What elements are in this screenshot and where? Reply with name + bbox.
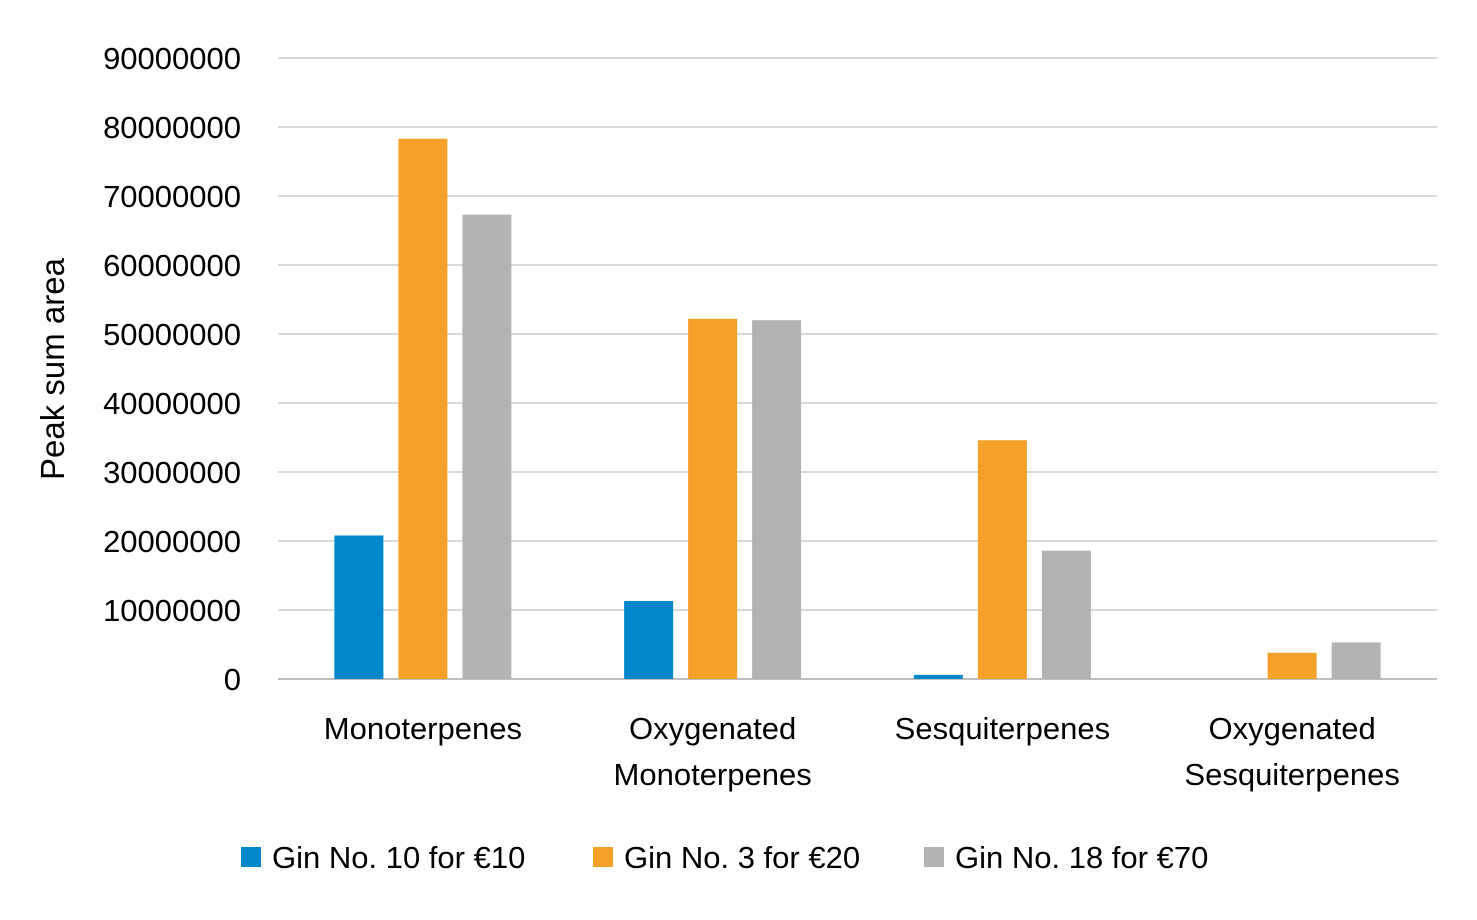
y-axis-ticks: 0 10000000 20000000 30000000 40000000 5000000…: [103, 41, 241, 697]
legend-label: Gin No. 18 for €70: [955, 840, 1208, 875]
y-axis-title: Peak sum area: [34, 257, 71, 480]
y-tick-label: 80000000: [103, 110, 241, 145]
bar: [688, 318, 738, 679]
bars: [334, 138, 1381, 680]
bar: [752, 320, 802, 679]
bar: [1331, 642, 1381, 679]
y-tick-label: 0: [224, 662, 241, 697]
y-tick-label: 90000000: [103, 41, 241, 76]
legend-label: Gin No. 10 for €10: [272, 840, 525, 875]
legend-item: Gin No. 3 for €20: [593, 840, 860, 875]
bar: [462, 214, 512, 679]
y-tick-label: 20000000: [103, 524, 241, 559]
bar: [913, 674, 963, 679]
legend-swatch: [593, 847, 613, 867]
y-tick-label: 70000000: [103, 179, 241, 214]
y-tick-label: 10000000: [103, 593, 241, 628]
legend-label: Gin No. 3 for €20: [624, 840, 860, 875]
y-tick-label: 40000000: [103, 386, 241, 421]
y-tick-label: 50000000: [103, 317, 241, 352]
legend-item: Gin No. 18 for €70: [924, 840, 1208, 875]
gridlines: [278, 57, 1437, 680]
legend-swatch: [241, 847, 261, 867]
x-category-label: Monoterpenes: [614, 757, 812, 792]
bar: [977, 440, 1027, 679]
x-axis-categories: Monoterpenes Oxygenated Monoterpenes Sesqui…: [324, 711, 1400, 792]
y-tick-label: 60000000: [103, 248, 241, 283]
x-category-label: Sesquiterpenes: [895, 711, 1110, 746]
x-category-label: Sesquiterpenes: [1184, 757, 1399, 792]
legend-swatch: [924, 847, 944, 867]
x-category-label: Monoterpenes: [324, 711, 522, 746]
y-tick-label: 30000000: [103, 455, 241, 490]
legend-item: Gin No. 10 for €10: [241, 840, 525, 875]
bar: [1267, 652, 1317, 679]
bar: [1041, 550, 1091, 679]
legend: Gin No. 10 for €10 Gin No. 3 for €20 Gin N…: [241, 840, 1208, 875]
bar: [398, 138, 448, 680]
x-category-label: Oxygenated: [629, 711, 796, 746]
bar: [334, 535, 384, 679]
bar: [624, 601, 674, 679]
x-category-label: Oxygenated: [1209, 711, 1376, 746]
